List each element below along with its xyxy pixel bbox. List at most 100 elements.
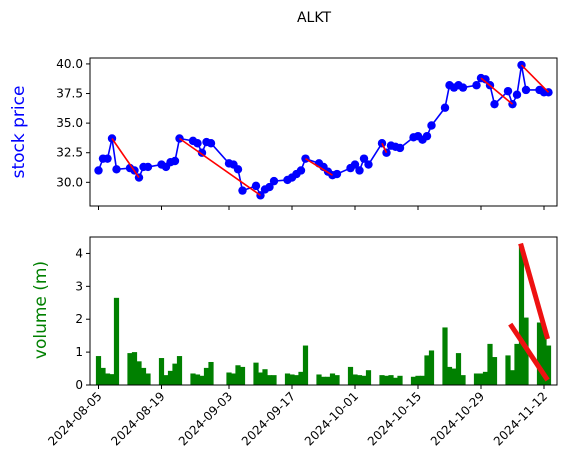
volume-bar (348, 367, 353, 385)
volume-bar (379, 375, 384, 385)
volume-y-tick-label: 0 (75, 378, 83, 392)
price-marker (171, 157, 179, 165)
volume-bar (361, 376, 366, 385)
x-tick-label: 2024-10-15 (365, 389, 424, 448)
price-marker (355, 166, 363, 174)
volume-bar (483, 372, 488, 385)
volume-bar (105, 373, 110, 385)
volume-bar (451, 369, 456, 385)
volume-bar (172, 364, 177, 385)
volume-bar (199, 376, 204, 385)
volume-bar (397, 376, 402, 385)
volume-bar (474, 373, 479, 385)
price-marker (364, 160, 372, 168)
price-y-tick-label: 40.0 (56, 57, 83, 71)
price-marker (459, 83, 467, 91)
price-axis-label: stock price (9, 86, 29, 179)
volume-bar (352, 374, 357, 385)
volume-bar (100, 368, 105, 385)
volume-bar (519, 247, 524, 385)
price-marker (396, 144, 404, 152)
x-tick-label: 2024-10-29 (428, 389, 487, 448)
volume-bar (271, 375, 276, 385)
price-marker (144, 163, 152, 171)
volume-bar (163, 375, 168, 385)
price-marker (333, 170, 341, 178)
volume-y-tick-label: 1 (75, 345, 83, 359)
volume-bar (204, 368, 209, 385)
x-tick-label: 2024-10-01 (302, 389, 361, 448)
volume-bar (258, 373, 263, 385)
volume-y-tick-label: 4 (75, 246, 83, 260)
volume-bar (96, 356, 101, 385)
price-marker (94, 166, 102, 174)
x-tick-label: 2024-08-05 (45, 389, 104, 448)
volume-bar (537, 323, 542, 385)
volume-y-tick-label: 3 (75, 279, 83, 293)
volume-bar (168, 371, 173, 385)
volume-bar (325, 377, 330, 385)
price-line (99, 65, 549, 195)
x-tick-label: 2024-08-19 (108, 389, 167, 448)
volume-bar (447, 367, 452, 385)
volume-bar (267, 375, 272, 385)
volume-axis-label: volume (m) (31, 261, 51, 359)
volume-bar (303, 346, 308, 385)
volume-bar (442, 327, 447, 385)
volume-bar (514, 344, 519, 385)
price-y-tick-label: 32.5 (56, 146, 83, 160)
chart-title: ALKT (297, 10, 331, 26)
volume-bar (208, 362, 213, 385)
volume-bar (285, 373, 290, 385)
volume-bar (132, 352, 137, 385)
volume-bar (330, 373, 335, 385)
volume-bar (388, 375, 393, 385)
volume-bar (321, 377, 326, 385)
volume-bar (190, 373, 195, 385)
volume-bar (235, 365, 240, 385)
price-marker (522, 86, 530, 94)
price-trend-line (180, 139, 261, 196)
price-marker (441, 104, 449, 112)
price-marker (297, 166, 305, 174)
volume-bar (384, 376, 389, 385)
volume-bar (316, 374, 321, 385)
volume-bar (127, 353, 132, 385)
volume-bar (456, 353, 461, 385)
price-marker (238, 186, 246, 194)
price-marker (427, 121, 435, 129)
volume-bar (510, 370, 515, 385)
volume-bar (393, 378, 398, 385)
volume-bar (177, 356, 182, 385)
volume-bar (253, 363, 258, 385)
volume-bar (298, 372, 303, 385)
price-marker (270, 177, 278, 185)
volume-bar (294, 375, 299, 385)
volume-bar (145, 373, 150, 385)
volume-bar (289, 374, 294, 385)
x-tick-label: 2024-11-12 (491, 389, 550, 448)
price-marker (103, 154, 111, 162)
volume-bar (424, 355, 429, 385)
volume-bar (226, 373, 231, 385)
x-tick-label: 2024-09-03 (176, 389, 235, 448)
volume-bar (487, 344, 492, 385)
price-marker (234, 165, 242, 173)
price-y-tick-label: 37.5 (56, 87, 83, 101)
volume-bar (478, 373, 483, 385)
volume-bar (114, 298, 119, 385)
price-marker (423, 132, 431, 140)
volume-bar (109, 374, 114, 385)
volume-bar (492, 357, 497, 385)
x-tick-label: 2024-09-17 (239, 389, 298, 448)
volume-bar (141, 368, 146, 385)
price-marker (490, 100, 498, 108)
volume-bar (357, 375, 362, 385)
volume-bar (420, 376, 425, 385)
volume-bar (136, 361, 141, 385)
price-marker (112, 165, 120, 173)
volume-y-tick-label: 2 (75, 312, 83, 326)
volume-bar (415, 376, 420, 385)
